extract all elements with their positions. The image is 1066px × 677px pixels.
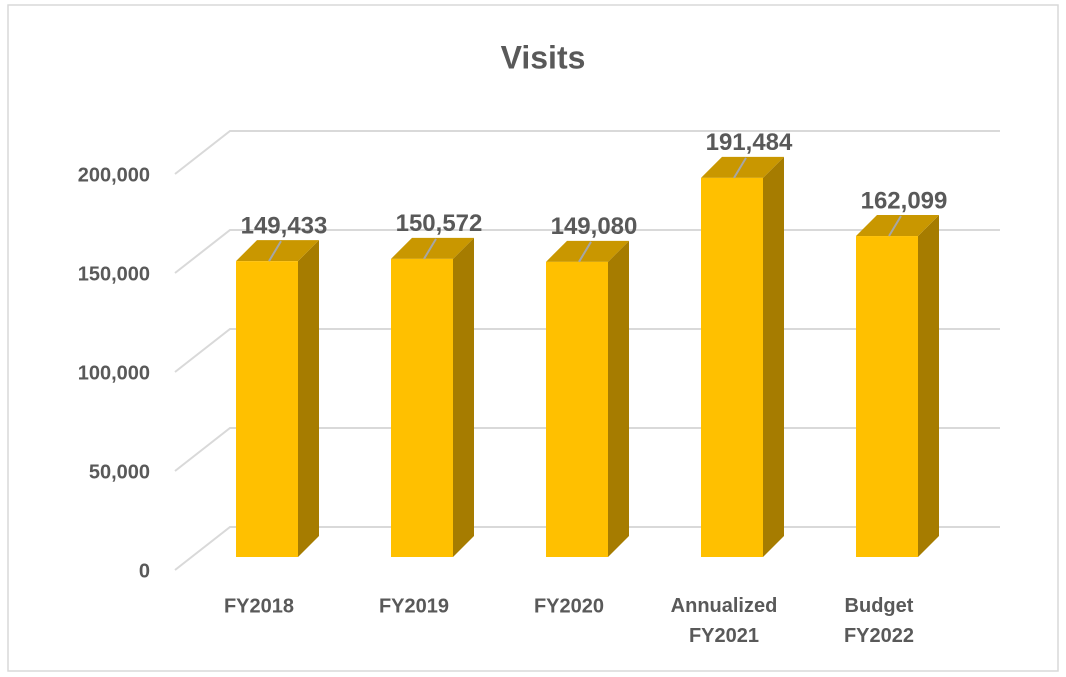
- bar: [701, 177, 763, 557]
- chart-title: Visits: [501, 39, 586, 75]
- x-tick-label: FY2020: [534, 595, 604, 617]
- y-tick-label: 200,000: [78, 164, 150, 186]
- y-tick-label: 150,000: [78, 263, 150, 285]
- bar-side: [918, 215, 939, 557]
- leader-line: [888, 215, 902, 237]
- value-label: 150,572: [396, 210, 483, 237]
- bar: [391, 258, 453, 557]
- grid-line: [174, 130, 1000, 175]
- leader-line: [268, 240, 282, 262]
- bar-top: [701, 156, 784, 178]
- bar-top: [391, 237, 474, 259]
- value-label: 162,099: [861, 187, 948, 214]
- leader-line: [733, 157, 747, 179]
- bar: [546, 261, 608, 557]
- leader-line: [578, 241, 592, 263]
- x-tick-label: Annualized FY2021: [671, 595, 778, 647]
- value-label: 149,433: [241, 212, 328, 239]
- y-tick-label: 0: [139, 560, 150, 582]
- x-tick-label: FY2019: [379, 595, 449, 617]
- bar: [856, 236, 918, 557]
- bar-side: [763, 156, 784, 557]
- value-label: 191,484: [706, 129, 793, 156]
- bar-side: [608, 240, 629, 557]
- y-tick-label: 100,000: [78, 362, 150, 384]
- bar-side: [453, 237, 474, 558]
- bar-top: [236, 240, 319, 262]
- x-tick-label: Budget FY2022: [844, 595, 914, 647]
- y-tick-label: 50,000: [89, 461, 150, 483]
- leader-line: [423, 238, 437, 260]
- bar-top: [546, 240, 629, 262]
- bar-side: [298, 240, 319, 557]
- bar-top: [856, 215, 939, 237]
- value-label: 149,080: [551, 213, 638, 240]
- bar: [236, 261, 298, 557]
- x-tick-label: FY2018: [224, 595, 294, 617]
